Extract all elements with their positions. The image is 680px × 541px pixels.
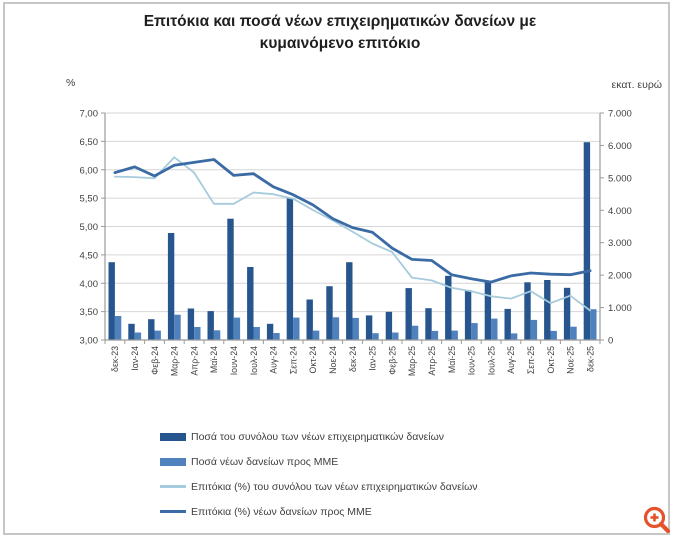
gridlines bbox=[105, 112, 600, 313]
svg-text:Μαϊ-24: Μαϊ-24 bbox=[209, 346, 219, 373]
axis-tick-labels: 7,00 6,50 6,00 5,50 5,00 4,50 4,00 3,50 3,00 7.00… bbox=[80, 109, 632, 377]
legend-swatch-amounts-total bbox=[160, 432, 186, 441]
bar-series-0 bbox=[108, 142, 591, 340]
svg-text:0: 0 bbox=[608, 336, 613, 347]
svg-text:7.000: 7.000 bbox=[608, 109, 632, 120]
svg-text:3,50: 3,50 bbox=[80, 307, 99, 318]
legend-item-rates-sme: Επιτόκια (%) νέων δανείων προς ΜΜΕ bbox=[160, 499, 478, 524]
svg-text:Φεβ-24: Φεβ-24 bbox=[150, 346, 160, 375]
svg-text:5,00: 5,00 bbox=[80, 222, 99, 233]
legend-swatch-rates-sme bbox=[160, 510, 186, 513]
svg-text:6,00: 6,00 bbox=[80, 165, 99, 176]
svg-text:Μαρ-25: Μαρ-25 bbox=[407, 346, 417, 376]
legend-item-amounts-sme: Ποσά νέων δανείων προς ΜΜΕ bbox=[160, 449, 478, 474]
svg-text:Απρ-24: Απρ-24 bbox=[189, 346, 199, 376]
svg-text:Ιαν-24: Ιαν-24 bbox=[130, 346, 140, 371]
zoom-in-icon[interactable] bbox=[640, 503, 674, 537]
svg-text:Οκτ-25: Οκτ-25 bbox=[546, 346, 556, 374]
chart-legend: Ποσά του συνόλου των νέων επιχειρηματικώ… bbox=[160, 424, 478, 524]
svg-text:2.000: 2.000 bbox=[608, 271, 632, 282]
svg-text:Ιουλ-25: Ιουλ-25 bbox=[486, 346, 496, 375]
svg-text:5.000: 5.000 bbox=[608, 173, 632, 184]
legend-swatch-amounts-sme bbox=[160, 457, 186, 466]
svg-text:δεκ-23: δεκ-23 bbox=[110, 346, 120, 372]
legend-item-rates-total: Επιτόκια (%) του συνόλου των νέων επιχει… bbox=[160, 474, 478, 499]
legend-swatch-rates-total bbox=[160, 485, 186, 488]
right-axis-unit-label: εκατ. ευρώ bbox=[611, 79, 662, 91]
bar-series-1 bbox=[114, 309, 597, 340]
svg-text:5,50: 5,50 bbox=[80, 194, 99, 205]
svg-text:Μαϊ-25: Μαϊ-25 bbox=[447, 346, 457, 373]
svg-text:6.000: 6.000 bbox=[608, 141, 632, 152]
svg-text:Μαρ-24: Μαρ-24 bbox=[170, 346, 180, 376]
svg-text:Σεπ-24: Σεπ-24 bbox=[288, 346, 298, 374]
svg-text:Ιουν-24: Ιουν-24 bbox=[229, 346, 239, 375]
svg-text:4,50: 4,50 bbox=[80, 250, 99, 261]
svg-text:Ιουλ-24: Ιουλ-24 bbox=[249, 346, 259, 375]
svg-text:δεκ-25: δεκ-25 bbox=[585, 346, 595, 372]
svg-text:Νοε-24: Νοε-24 bbox=[328, 346, 338, 374]
legend-item-amounts-total: Ποσά του συνόλου των νέων επιχειρηματικώ… bbox=[160, 424, 478, 449]
svg-text:3.000: 3.000 bbox=[608, 238, 632, 249]
svg-text:Οκτ-24: Οκτ-24 bbox=[308, 346, 318, 374]
svg-text:Απρ-25: Απρ-25 bbox=[427, 346, 437, 376]
legend-label-amounts-total: Ποσά του συνόλου των νέων επιχειρηματικώ… bbox=[191, 430, 445, 443]
svg-text:Αυγ-24: Αυγ-24 bbox=[269, 346, 279, 374]
chart-title: Επιτόκια και ποσά νέων επιχειρηματικών δ… bbox=[143, 13, 537, 52]
legend-label-rates-sme: Επιτόκια (%) νέων δανείων προς ΜΜΕ bbox=[191, 505, 372, 518]
svg-text:4.000: 4.000 bbox=[608, 206, 632, 217]
line-series-0 bbox=[114, 156, 591, 312]
svg-text:Σεπ-25: Σεπ-25 bbox=[526, 346, 536, 374]
svg-text:1.000: 1.000 bbox=[608, 303, 632, 314]
legend-label-amounts-sme: Ποσά νέων δανείων προς ΜΜΕ bbox=[191, 455, 339, 468]
svg-text:4,00: 4,00 bbox=[80, 279, 99, 290]
left-axis-unit-label: % bbox=[66, 77, 76, 89]
svg-text:3,00: 3,00 bbox=[80, 336, 99, 347]
axes bbox=[101, 112, 604, 344]
svg-text:Φεβ-25: Φεβ-25 bbox=[387, 346, 397, 375]
line-series-1 bbox=[113, 158, 592, 284]
svg-text:Αυγ-25: Αυγ-25 bbox=[506, 346, 516, 374]
svg-text:Ιαν-25: Ιαν-25 bbox=[368, 346, 378, 371]
legend-label-rates-total: Επιτόκια (%) του συνόλου των νέων επιχει… bbox=[191, 480, 478, 493]
svg-text:δεκ-24: δεκ-24 bbox=[348, 346, 358, 372]
svg-text:Νοε-25: Νοε-25 bbox=[566, 346, 576, 374]
svg-text:6,50: 6,50 bbox=[80, 137, 99, 148]
svg-text:7,00: 7,00 bbox=[80, 109, 99, 120]
bar-series bbox=[108, 142, 597, 340]
line-series bbox=[113, 156, 592, 312]
svg-text:Ιουν-25: Ιουν-25 bbox=[467, 346, 477, 375]
